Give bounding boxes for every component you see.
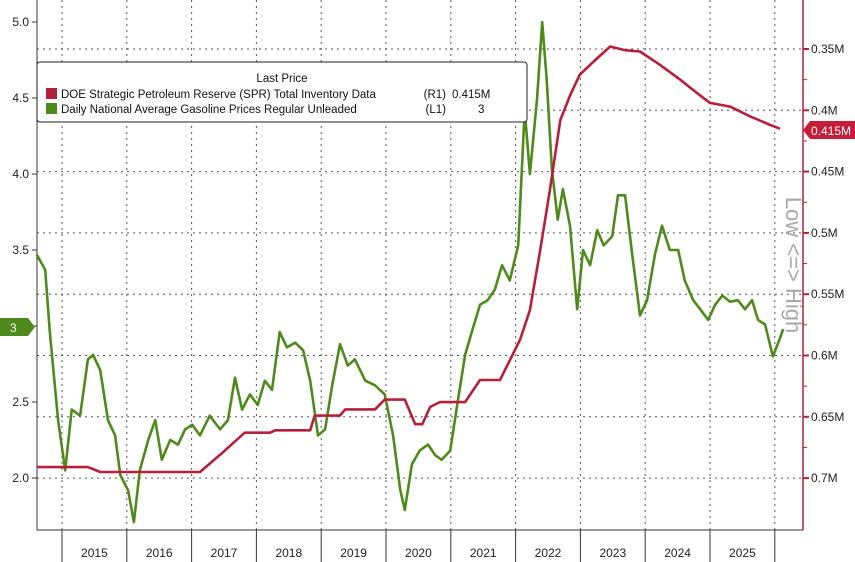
right-tick-label: 0.5M <box>811 226 838 240</box>
legend-label-spr: DOE Strategic Petroleum Reserve (SPR) To… <box>61 89 376 101</box>
right-tick-label: 0.7M <box>811 471 838 485</box>
legend-label-gas: Daily National Average Gasoline Prices R… <box>61 104 357 116</box>
legend-swatch-gas <box>46 103 57 114</box>
legend-last-spr: 0.415M <box>452 89 490 101</box>
x-tick-label: 2022 <box>535 546 562 560</box>
right-tick-label: 0.55M <box>811 287 844 301</box>
right-axis-label: Low <=> High <box>781 197 806 333</box>
right-tick-label: 0.35M <box>811 42 844 56</box>
right-axis: 0.35M 0.4M 0.45M 0.5M 0.55M 0.6M 0.65M 0.7M <box>802 0 844 530</box>
legend: Last Price DOE Strategic Petroleum Reser… <box>36 61 528 123</box>
legend-swatch-spr <box>46 88 57 99</box>
legend-box <box>36 61 528 123</box>
left-tick-label: 2.5 <box>12 395 29 409</box>
x-tick-label: 2020 <box>405 546 432 560</box>
x-tick-label: 2018 <box>275 546 302 560</box>
right-tick-label: 0.45M <box>811 165 844 179</box>
x-tick-label: 2025 <box>729 546 756 560</box>
right-last-badge: 0.415M <box>803 121 855 139</box>
x-tick-label: 2024 <box>664 546 691 560</box>
left-axis: 5.0 4.5 4.0 3.5 2.5 2.0 <box>12 0 38 530</box>
x-tick-label: 2019 <box>340 546 367 560</box>
legend-last-gas: 3 <box>478 104 484 116</box>
left-tick-label: 5.0 <box>12 15 29 29</box>
svg-text:3: 3 <box>10 321 17 335</box>
x-tick-label: 2023 <box>599 546 626 560</box>
x-tick-label: 2017 <box>211 546 238 560</box>
left-tick-label: 4.5 <box>12 91 29 105</box>
legend-header: Last Price <box>256 73 307 85</box>
left-tick-label: 2.0 <box>12 471 29 485</box>
left-tick-label: 4.0 <box>12 167 29 181</box>
spr-inventory-line <box>36 45 781 474</box>
right-tick-label: 0.4M <box>811 103 838 117</box>
svg-text:0.415M: 0.415M <box>811 124 851 138</box>
x-axis: 2015 2016 2017 2018 2019 2020 2021 2022 2023 2024… <box>37 529 803 562</box>
series-layer <box>35 20 785 524</box>
x-tick-label: 2015 <box>81 546 108 560</box>
gasoline-price-line <box>35 20 785 524</box>
x-tick-label: 2016 <box>146 546 173 560</box>
legend-axis-spr: (R1) <box>424 89 447 101</box>
legend-axis-gas: (L1) <box>426 104 447 116</box>
right-tick-label: 0.65M <box>811 410 844 424</box>
x-tick-label: 2021 <box>470 546 497 560</box>
left-last-badge: 3 <box>0 318 35 336</box>
right-tick-label: 0.6M <box>811 349 838 363</box>
left-tick-label: 3.5 <box>12 243 29 257</box>
